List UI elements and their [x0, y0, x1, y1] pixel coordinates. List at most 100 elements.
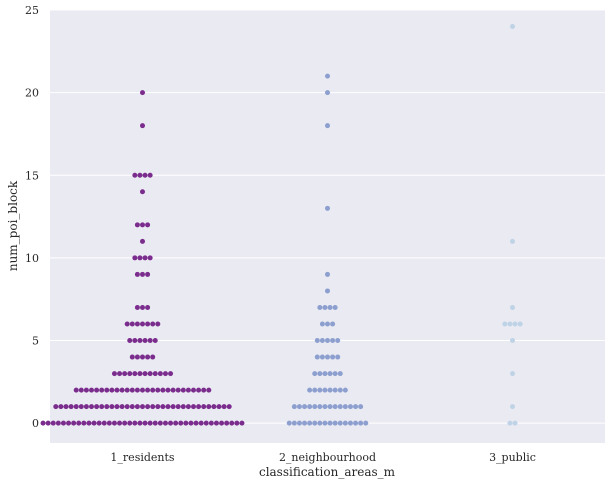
data-point [347, 404, 353, 410]
data-point [140, 222, 145, 228]
data-point [109, 387, 115, 393]
data-point [45, 420, 51, 426]
data-point [140, 271, 145, 277]
data-point [134, 404, 140, 410]
data-point [201, 387, 207, 393]
data-point [358, 420, 364, 426]
data-point [229, 420, 235, 426]
data-point [134, 321, 140, 327]
data-point [160, 404, 166, 410]
data-point [347, 420, 353, 426]
data-point [134, 222, 140, 228]
data-point [147, 172, 153, 178]
data-point [78, 387, 84, 393]
data-point [325, 288, 330, 294]
data-point [337, 387, 343, 393]
data-point [152, 338, 158, 344]
data-point [170, 404, 176, 410]
data-point [353, 420, 359, 426]
data-point [152, 420, 158, 426]
data-point [140, 321, 145, 327]
data-point [332, 420, 338, 426]
data-point [510, 304, 515, 310]
data-point [132, 338, 138, 344]
data-point [147, 338, 153, 344]
data-point [162, 420, 168, 426]
data-point [104, 387, 110, 393]
data-point [127, 420, 133, 426]
data-point [137, 172, 143, 178]
data-point [94, 387, 100, 393]
data-point [196, 404, 202, 410]
data-point [170, 387, 176, 393]
data-point [335, 354, 341, 360]
data-point [137, 420, 143, 426]
data-point [219, 420, 225, 426]
data-point [286, 420, 292, 426]
data-point [216, 404, 222, 410]
data-point [175, 404, 181, 410]
data-point [134, 271, 140, 277]
data-point [168, 420, 174, 426]
data-point [291, 420, 297, 426]
data-point [134, 304, 140, 310]
data-point [73, 387, 79, 393]
data-point [337, 404, 343, 410]
data-point [117, 420, 123, 426]
data-point [335, 338, 341, 344]
data-point [325, 205, 330, 211]
data-point [319, 321, 325, 327]
data-point [66, 420, 72, 426]
data-point [201, 404, 207, 410]
y-tick-label: 0 [32, 417, 39, 430]
data-point [114, 387, 120, 393]
data-point [317, 387, 323, 393]
y-axis-ticks: 0 5 10 15 20 25 [25, 4, 39, 430]
data-point [86, 420, 92, 426]
data-point [160, 387, 166, 393]
data-point [317, 420, 323, 426]
data-point [83, 387, 89, 393]
data-point [226, 404, 232, 410]
data-point [510, 338, 515, 344]
data-point [307, 404, 313, 410]
data-point [363, 420, 369, 426]
data-point [145, 321, 151, 327]
data-point [147, 420, 153, 426]
data-point [140, 387, 145, 393]
data-point [129, 404, 135, 410]
data-point [140, 404, 145, 410]
data-point [332, 304, 338, 310]
data-point [337, 420, 343, 426]
data-point [152, 371, 158, 377]
data-point [117, 371, 123, 377]
data-point [206, 404, 212, 410]
data-point [94, 404, 100, 410]
data-point [124, 404, 130, 410]
data-point [314, 354, 320, 360]
y-tick-label: 10 [25, 252, 39, 265]
data-point [322, 304, 328, 310]
data-point [140, 90, 145, 96]
data-point [68, 404, 74, 410]
data-point [312, 371, 318, 377]
data-point [198, 420, 204, 426]
data-point [83, 404, 89, 410]
data-point [196, 387, 202, 393]
data-point [76, 420, 82, 426]
y-tick-label: 25 [25, 4, 39, 17]
data-point [319, 354, 325, 360]
data-point [322, 387, 328, 393]
data-point [134, 387, 140, 393]
data-point [185, 387, 191, 393]
data-point [358, 404, 364, 410]
data-point [58, 404, 64, 410]
data-point [185, 404, 191, 410]
data-point [104, 404, 110, 410]
data-point [510, 24, 515, 30]
data-point [342, 387, 348, 393]
data-point [213, 420, 219, 426]
data-point [142, 420, 148, 426]
data-point [517, 321, 523, 327]
